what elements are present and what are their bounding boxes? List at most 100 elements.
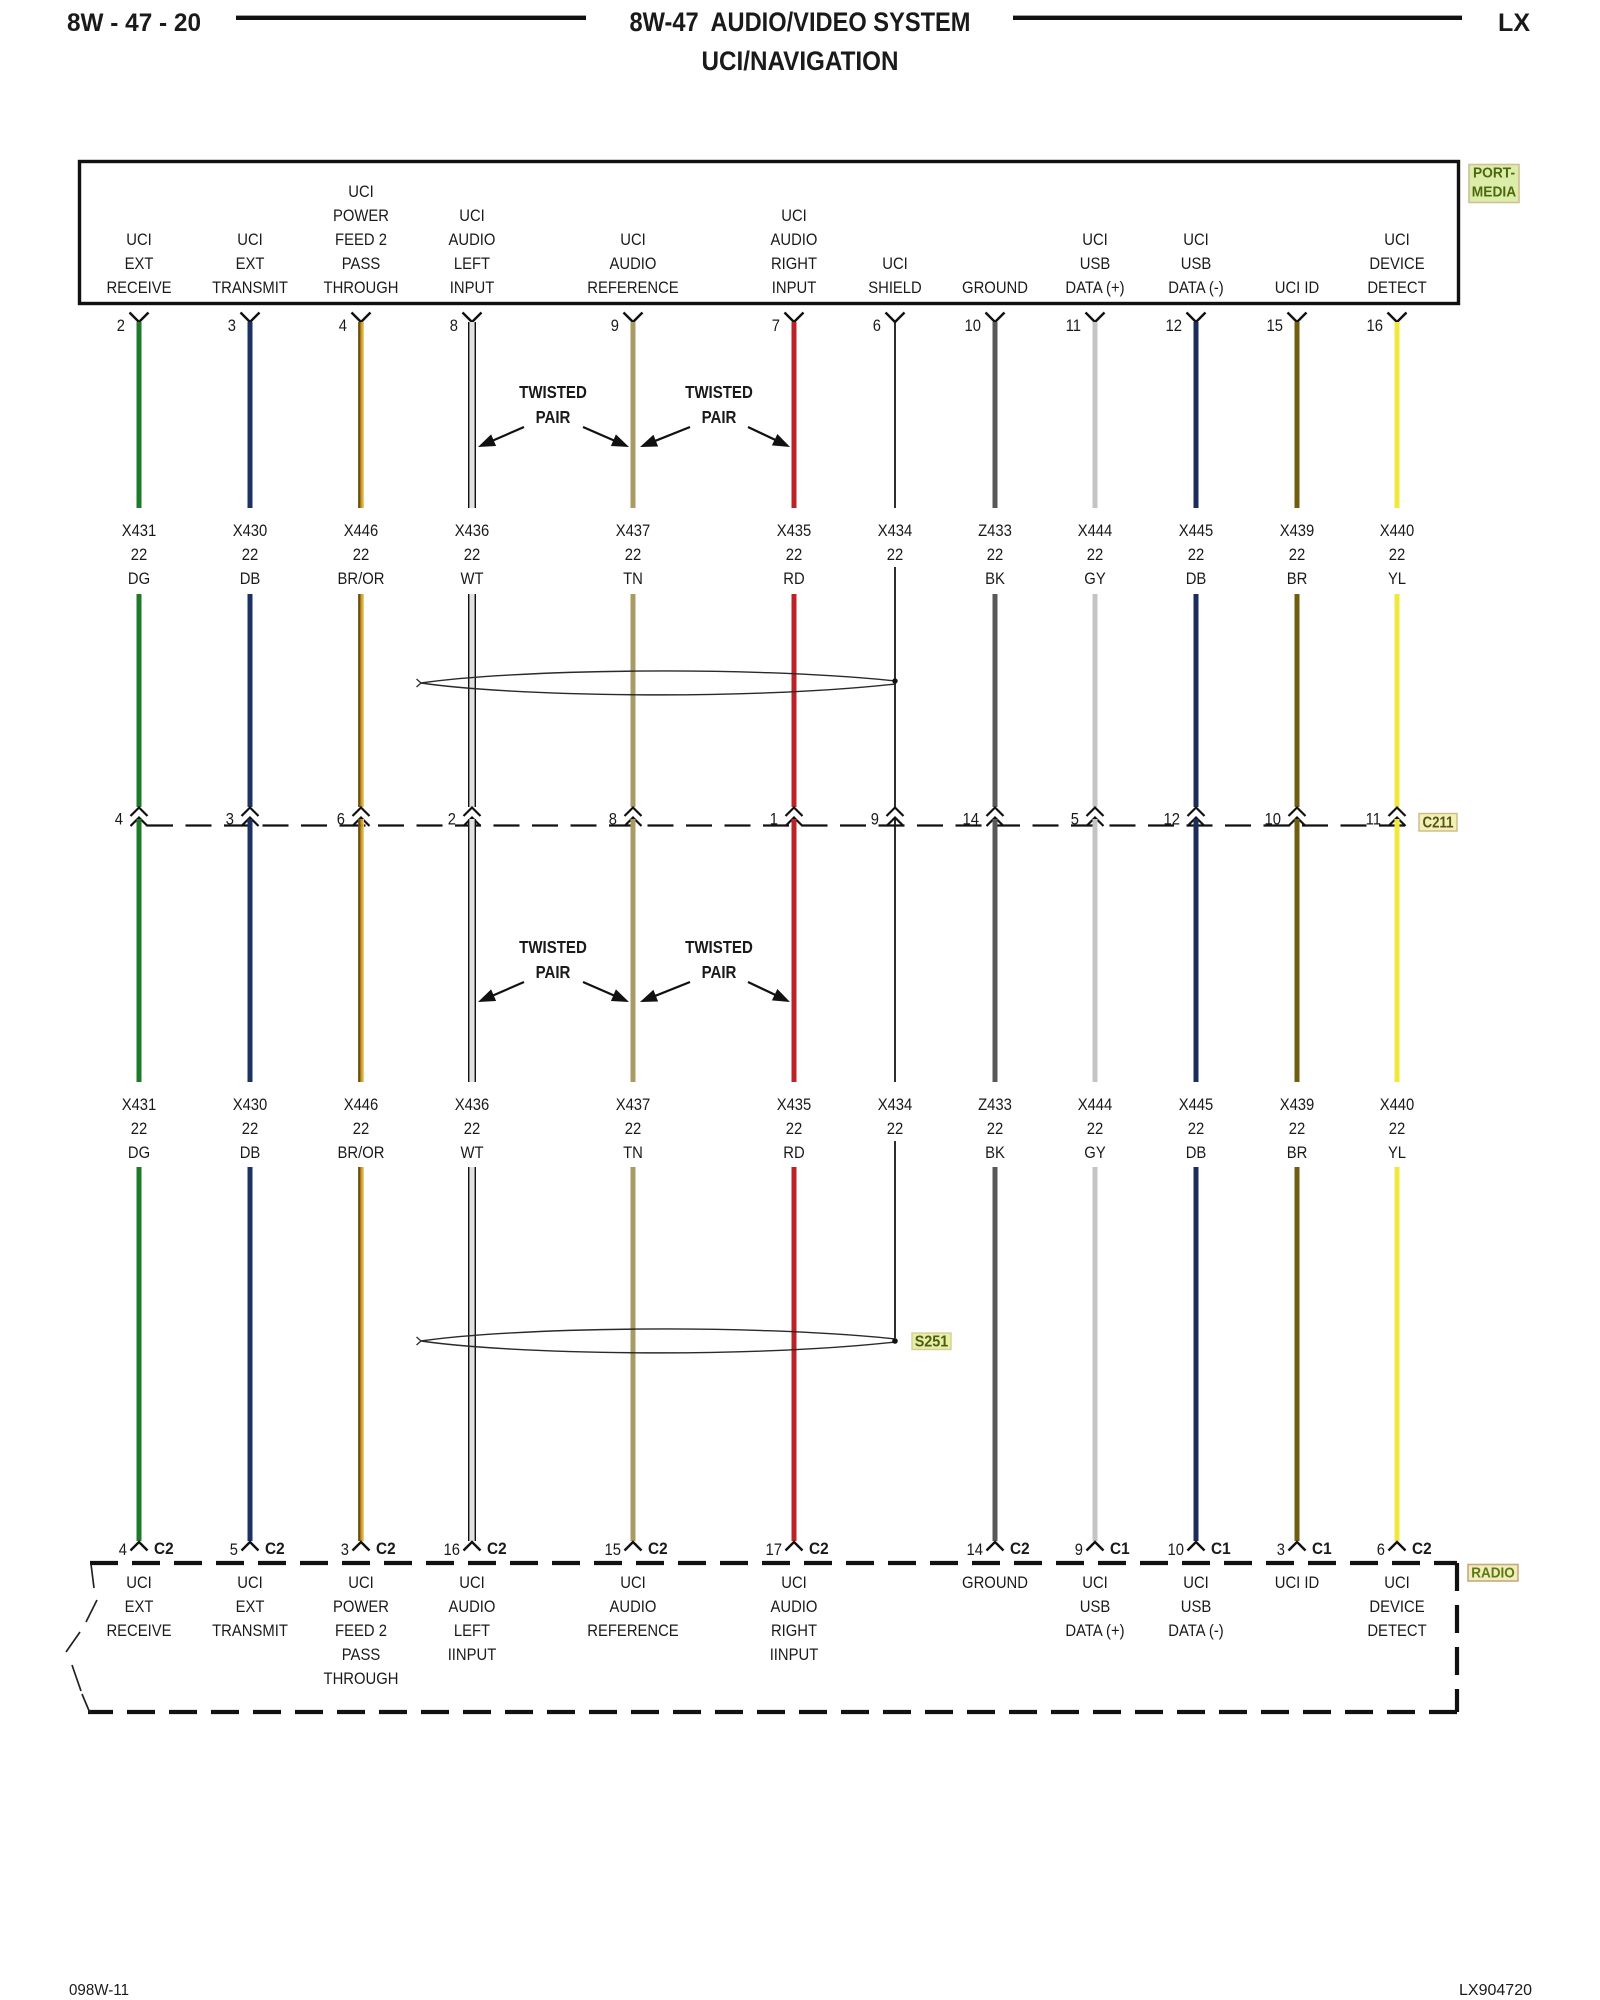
svg-text:14: 14 xyxy=(963,810,980,829)
svg-text:USB: USB xyxy=(1181,1597,1212,1616)
svg-text:X437: X437 xyxy=(616,521,651,540)
svg-text:8W - 47 - 20: 8W - 47 - 20 xyxy=(67,9,201,37)
svg-text:LEFT: LEFT xyxy=(454,1621,490,1640)
svg-text:YL: YL xyxy=(1388,569,1406,588)
svg-text:LX904720: LX904720 xyxy=(1459,1982,1532,1999)
svg-text:22: 22 xyxy=(464,1119,481,1138)
svg-text:UCI/NAVIGATION: UCI/NAVIGATION xyxy=(702,46,899,76)
svg-text:PORT-: PORT- xyxy=(1473,166,1515,182)
svg-text:USB: USB xyxy=(1181,254,1212,273)
svg-text:UCI: UCI xyxy=(126,230,152,249)
svg-text:22: 22 xyxy=(1389,1119,1406,1138)
svg-text:S251: S251 xyxy=(915,1334,949,1351)
svg-text:22: 22 xyxy=(887,1119,904,1138)
svg-text:X436: X436 xyxy=(455,1095,490,1114)
svg-text:GY: GY xyxy=(1084,1143,1105,1162)
svg-text:UCI: UCI xyxy=(348,182,374,201)
svg-text:22: 22 xyxy=(464,545,481,564)
svg-text:12: 12 xyxy=(1166,316,1183,335)
svg-text:BK: BK xyxy=(985,1143,1005,1162)
svg-text:UCI: UCI xyxy=(1082,230,1108,249)
svg-text:2: 2 xyxy=(448,810,456,829)
svg-text:UCI: UCI xyxy=(1183,230,1209,249)
svg-text:C2: C2 xyxy=(487,1539,507,1558)
svg-text:RD: RD xyxy=(783,1143,804,1162)
svg-text:AUDIO: AUDIO xyxy=(610,1597,657,1616)
svg-text:UCI ID: UCI ID xyxy=(1275,1573,1320,1592)
svg-text:RECEIVE: RECEIVE xyxy=(106,278,171,297)
svg-text:BR: BR xyxy=(1287,1143,1308,1162)
svg-text:UCI: UCI xyxy=(126,1573,152,1592)
svg-text:10: 10 xyxy=(1168,1540,1185,1559)
svg-text:22: 22 xyxy=(786,1119,803,1138)
svg-text:UCI: UCI xyxy=(620,1573,646,1592)
svg-text:C1: C1 xyxy=(1312,1539,1332,1558)
svg-text:DG: DG xyxy=(128,1143,150,1162)
svg-text:FEED 2: FEED 2 xyxy=(335,1621,387,1640)
svg-text:C2: C2 xyxy=(376,1539,396,1558)
svg-text:UCI: UCI xyxy=(1384,1573,1410,1592)
svg-text:YL: YL xyxy=(1388,1143,1406,1162)
svg-text:22: 22 xyxy=(1188,545,1205,564)
svg-text:8W-47 AUDIO/VIDEO SYSTEM: 8W-47 AUDIO/VIDEO SYSTEM xyxy=(630,7,971,37)
svg-text:UCI: UCI xyxy=(459,206,485,225)
svg-text:AUDIO: AUDIO xyxy=(610,254,657,273)
svg-text:11: 11 xyxy=(1366,810,1381,829)
svg-text:22: 22 xyxy=(625,1119,642,1138)
svg-text:4: 4 xyxy=(115,810,123,829)
svg-text:EXT: EXT xyxy=(236,254,265,273)
svg-text:12: 12 xyxy=(1164,810,1181,829)
svg-text:USB: USB xyxy=(1080,1597,1111,1616)
svg-text:X440: X440 xyxy=(1380,521,1415,540)
svg-text:3: 3 xyxy=(226,810,234,829)
svg-text:BK: BK xyxy=(985,569,1005,588)
svg-text:PAIR: PAIR xyxy=(536,407,571,427)
svg-text:UCI: UCI xyxy=(781,206,807,225)
svg-text:X440: X440 xyxy=(1380,1095,1415,1114)
svg-text:TN: TN xyxy=(623,1143,643,1162)
svg-text:TN: TN xyxy=(623,569,643,588)
svg-text:C2: C2 xyxy=(1412,1539,1432,1558)
svg-text:TRANSMIT: TRANSMIT xyxy=(212,1621,288,1640)
svg-text:22: 22 xyxy=(1087,545,1104,564)
svg-text:RECEIVE: RECEIVE xyxy=(106,1621,171,1640)
svg-text:X434: X434 xyxy=(878,1095,913,1114)
svg-text:X434: X434 xyxy=(878,521,913,540)
svg-text:4: 4 xyxy=(339,316,347,335)
svg-text:C2: C2 xyxy=(1010,1539,1030,1558)
svg-text:UCI: UCI xyxy=(1384,230,1410,249)
svg-text:8: 8 xyxy=(450,316,458,335)
svg-text:22: 22 xyxy=(242,1119,259,1138)
svg-text:TWISTED: TWISTED xyxy=(685,937,753,957)
svg-text:PAIR: PAIR xyxy=(702,962,737,982)
svg-text:C2: C2 xyxy=(265,1539,285,1558)
svg-text:DETECT: DETECT xyxy=(1367,278,1426,297)
svg-text:098W-11: 098W-11 xyxy=(69,1982,129,1999)
svg-text:GROUND: GROUND xyxy=(962,1573,1028,1592)
svg-text:X446: X446 xyxy=(344,521,379,540)
svg-text:UCI: UCI xyxy=(781,1573,807,1592)
svg-text:DB: DB xyxy=(240,569,261,588)
svg-text:WT: WT xyxy=(461,1143,484,1162)
svg-text:22: 22 xyxy=(131,545,148,564)
svg-text:RD: RD xyxy=(783,569,804,588)
svg-text:UCI: UCI xyxy=(237,230,263,249)
svg-text:RIGHT: RIGHT xyxy=(771,1621,817,1640)
svg-text:RADIO: RADIO xyxy=(1471,1565,1515,1582)
svg-text:X431: X431 xyxy=(122,521,157,540)
svg-text:16: 16 xyxy=(1367,316,1384,335)
svg-text:USB: USB xyxy=(1080,254,1111,273)
svg-text:UCI: UCI xyxy=(882,254,908,273)
svg-text:DG: DG xyxy=(128,569,150,588)
svg-text:DATA (-): DATA (-) xyxy=(1168,278,1223,297)
svg-text:22: 22 xyxy=(786,545,803,564)
svg-text:X430: X430 xyxy=(233,1095,268,1114)
svg-text:REFERENCE: REFERENCE xyxy=(587,278,678,297)
svg-text:FEED 2: FEED 2 xyxy=(335,230,387,249)
svg-text:POWER: POWER xyxy=(333,206,389,225)
svg-text:3: 3 xyxy=(228,316,236,335)
svg-text:3: 3 xyxy=(341,1540,349,1559)
svg-text:BR: BR xyxy=(1287,569,1308,588)
svg-text:2: 2 xyxy=(117,316,125,335)
svg-text:X435: X435 xyxy=(777,1095,812,1114)
